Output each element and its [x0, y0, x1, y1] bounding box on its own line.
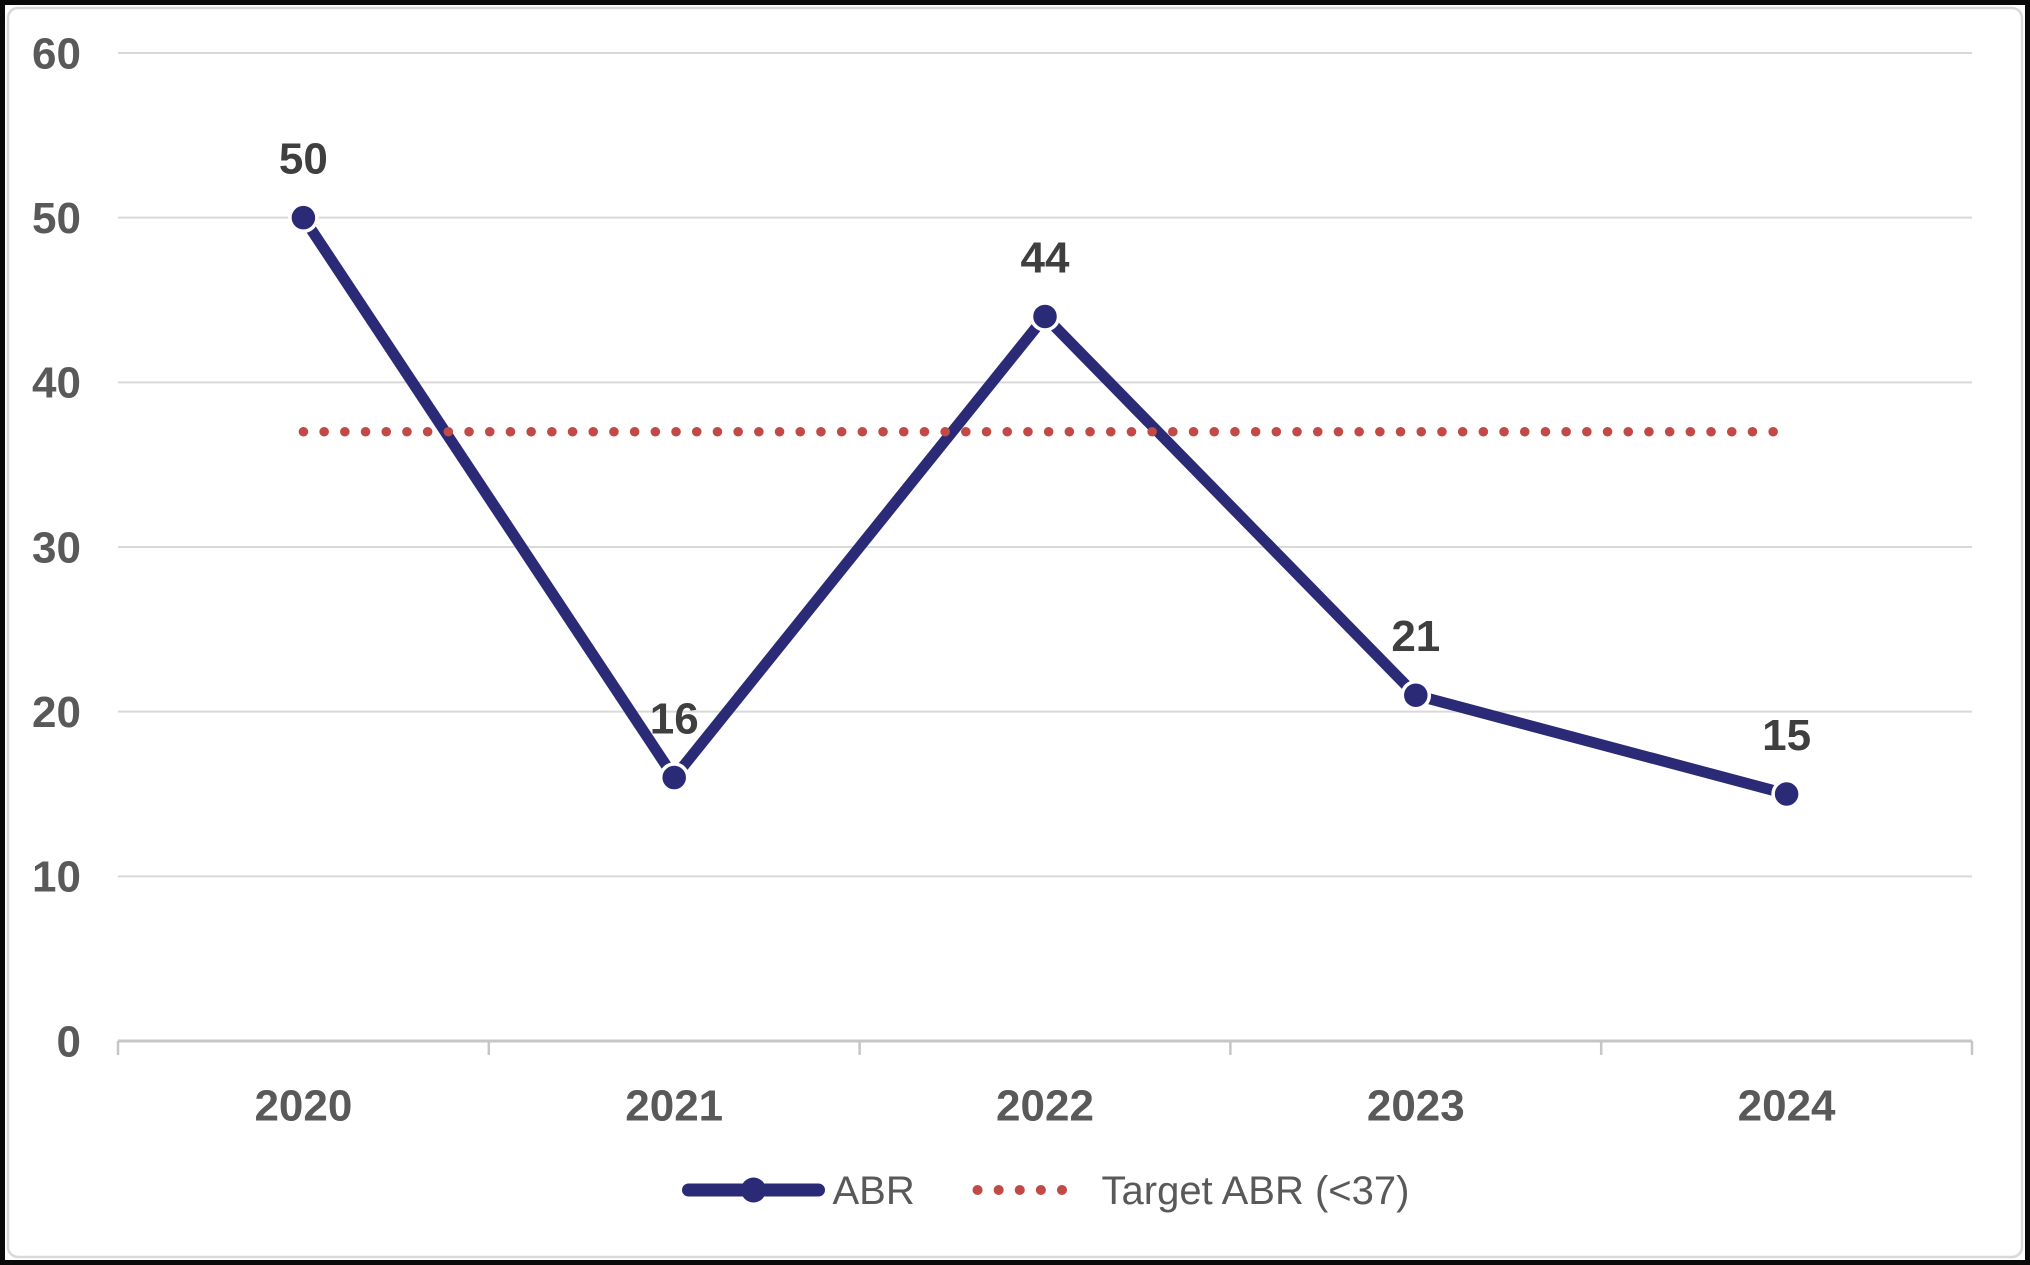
y-tick-label: 30	[32, 523, 81, 572]
data-point-marker	[1771, 778, 1802, 810]
x-tick-label: 2020	[254, 1081, 352, 1130]
y-tick-label: 40	[32, 359, 81, 408]
y-tick-label: 10	[32, 853, 81, 902]
y-tick-label: 0	[57, 1017, 81, 1066]
x-tick-label: 2024	[1738, 1081, 1836, 1130]
data-label: 16	[650, 695, 699, 744]
data-point-marker	[658, 762, 690, 793]
x-tick-label: 2022	[996, 1081, 1094, 1130]
x-tick-label: 2021	[625, 1081, 723, 1130]
y-tick-label: 20	[32, 688, 81, 737]
data-label: 50	[279, 135, 328, 184]
y-tick-label: 60	[32, 29, 81, 78]
data-label: 15	[1762, 711, 1811, 760]
data-label: 21	[1391, 612, 1440, 661]
x-tick-label: 2023	[1367, 1081, 1465, 1130]
chart-border	[6, 6, 2024, 1259]
data-label: 44	[1021, 233, 1070, 282]
data-point-marker	[288, 202, 319, 233]
legend-abr-marker-icon	[741, 1177, 766, 1203]
legend-target-label: Target ABR (<37)	[1102, 1169, 1410, 1213]
data-point-marker	[1400, 679, 1432, 711]
y-tick-label: 50	[32, 194, 81, 243]
legend-abr-label: ABR	[833, 1169, 915, 1213]
abr-line-chart: 0 10 20 30 40 50 60 2020 2021 2022 2023 2024 50 16 44 2…	[6, 6, 2024, 1259]
data-point-marker	[1029, 301, 1061, 332]
